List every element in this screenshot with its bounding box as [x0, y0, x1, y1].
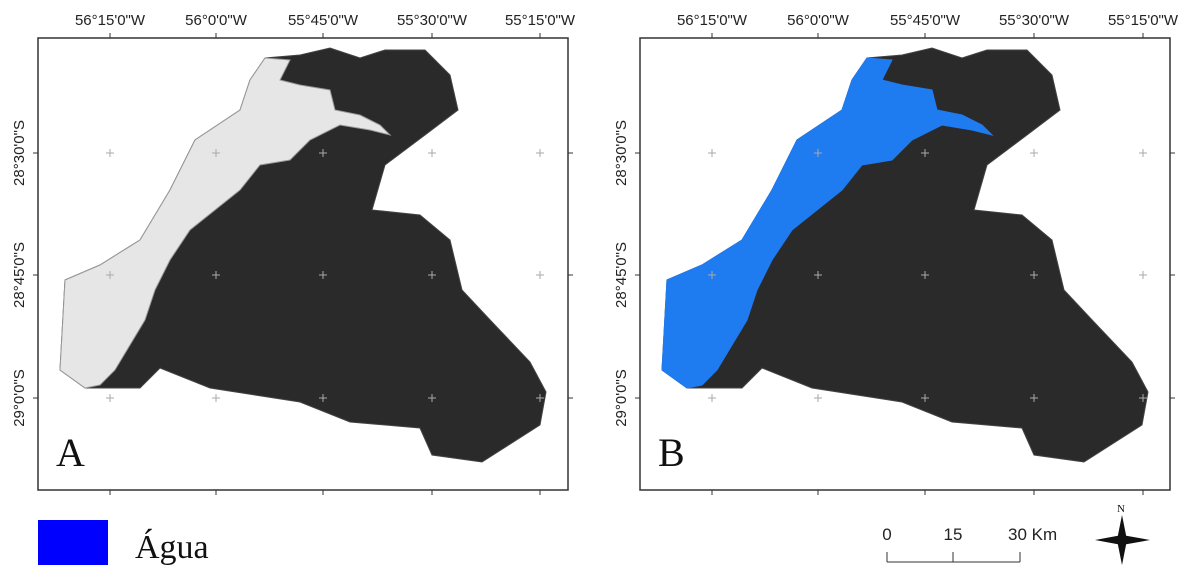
y-tick-label: 28°30'0"S: [613, 120, 630, 186]
scale-label: 15: [944, 525, 963, 544]
x-tick-label: 55°45'0"W: [288, 12, 359, 29]
x-tick-label: 56°0'0"W: [787, 12, 850, 29]
panel-label: B: [658, 430, 685, 475]
x-tick-label: 55°30'0"W: [397, 12, 468, 29]
scale-label: 0: [882, 525, 891, 544]
y-tick-label: 29°0'0"S: [613, 369, 630, 427]
y-tick-label: 28°45'0"S: [613, 242, 630, 308]
y-tick-label: 28°30'0"S: [11, 120, 28, 186]
x-tick-label: 55°15'0"W: [505, 12, 576, 29]
figure: 56°15'0"W 56°0'0"W 55°45'0"W 55°30'0"W 55°15…: [0, 0, 1190, 571]
x-tick-label: 56°15'0"W: [677, 12, 748, 29]
x-tick-label: 56°0'0"W: [185, 12, 248, 29]
panel-label: A: [56, 430, 85, 475]
y-tick-label: 29°0'0"S: [11, 369, 28, 427]
x-tick-label: 56°15'0"W: [75, 12, 146, 29]
x-tick-label: 55°45'0"W: [890, 12, 961, 29]
map-panel: 56°15'0"W 56°0'0"W 55°45'0"W 55°30'0"W 55°15…: [11, 12, 576, 495]
y-tick-label: 28°45'0"S: [11, 242, 28, 308]
map-panel: 56°15'0"W 56°0'0"W 55°45'0"W 55°30'0"W 55°15…: [613, 12, 1179, 495]
legend-swatch: [38, 520, 108, 565]
x-tick-label: 55°30'0"W: [999, 12, 1070, 29]
x-tick-label: 55°15'0"W: [1108, 12, 1179, 29]
north-label: N: [1117, 503, 1125, 515]
legend-label: Água: [135, 529, 209, 566]
scale-label: 30 Km: [1008, 525, 1057, 544]
north-arrow: [1095, 515, 1150, 565]
